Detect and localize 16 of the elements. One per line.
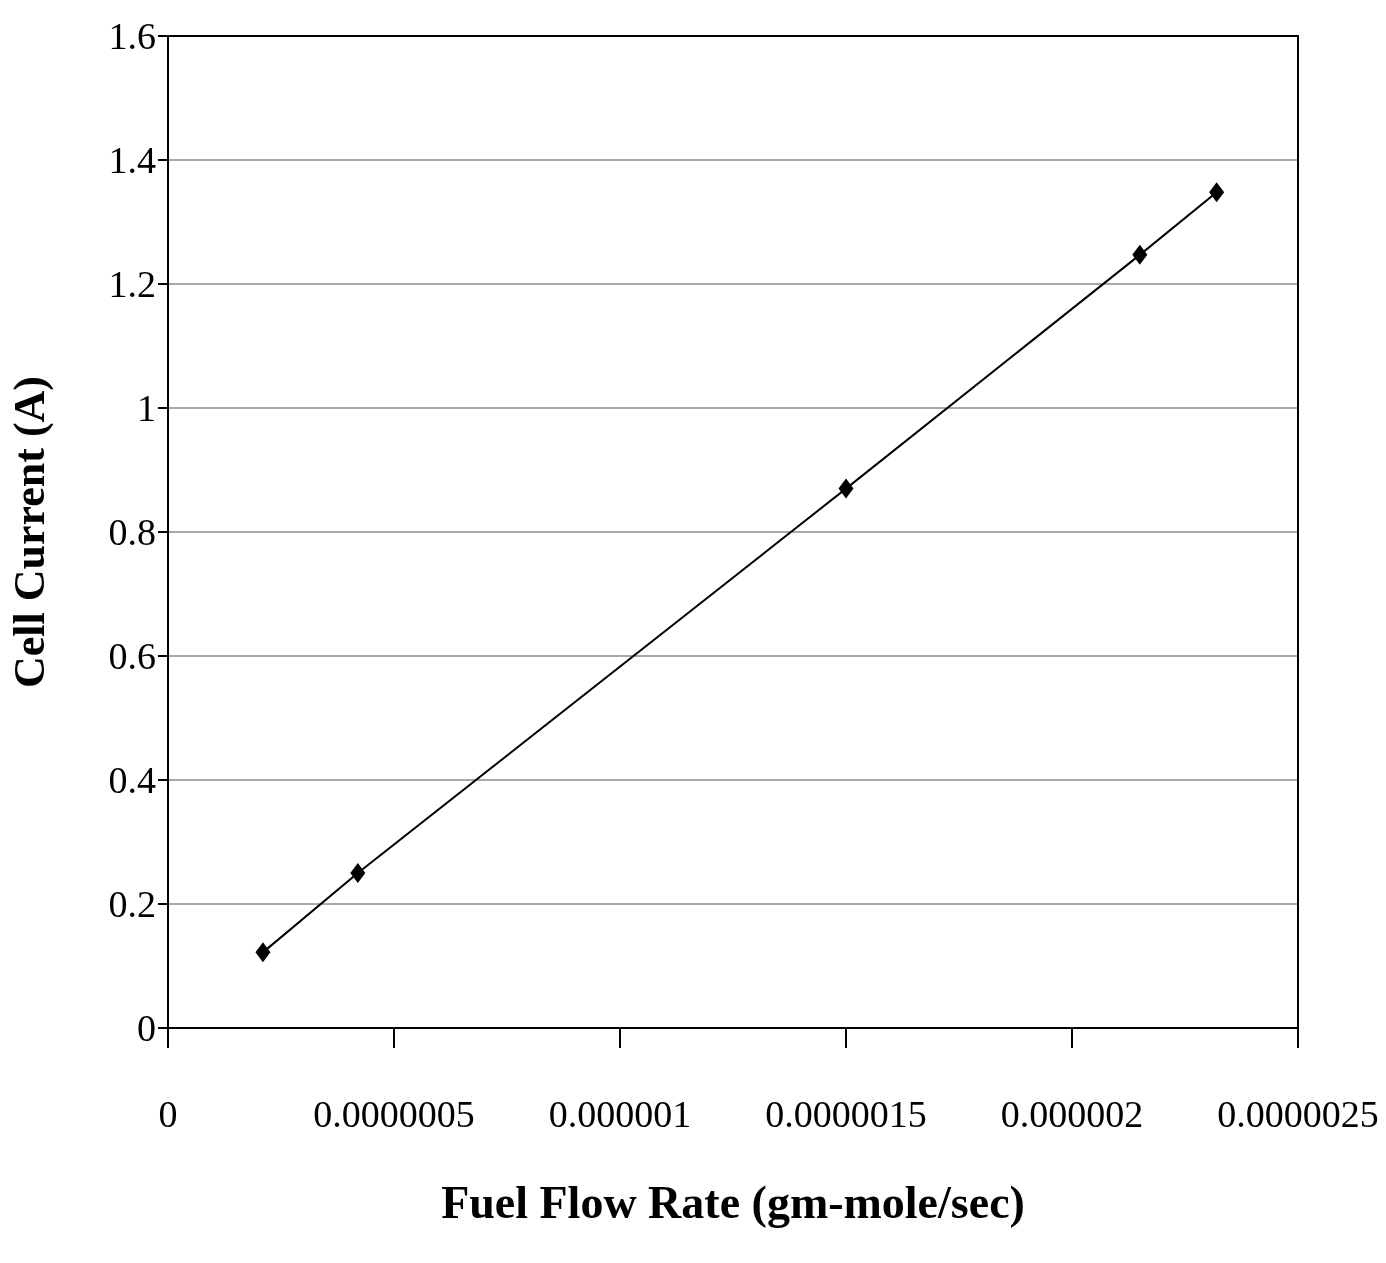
x-tick-label: 0.0000025: [1217, 1092, 1379, 1135]
y-tick-label: 0.6: [108, 635, 156, 678]
x-tick-label: 0.0000005: [313, 1092, 475, 1135]
x-axis-title: Fuel Flow Rate (gm-mole/sec): [441, 1177, 1025, 1228]
y-tick-label: 0.8: [108, 511, 156, 554]
x-tick-label: 0.0000015: [765, 1092, 927, 1135]
x-tick-label: 0.000001: [548, 1092, 692, 1135]
y-tick-label: 0.2: [108, 883, 156, 926]
y-tick-label: 0: [137, 1007, 156, 1050]
y-tick-label: 1.4: [108, 139, 156, 182]
y-tick-label: 1.2: [108, 263, 156, 306]
y-axis-title: Cell Current (A): [4, 376, 54, 688]
y-tick-label: 1.6: [108, 15, 156, 58]
y-tick-label: 0.4: [108, 759, 156, 802]
y-tick-label: 1: [137, 387, 156, 430]
x-tick-label: 0.000002: [1000, 1092, 1144, 1135]
